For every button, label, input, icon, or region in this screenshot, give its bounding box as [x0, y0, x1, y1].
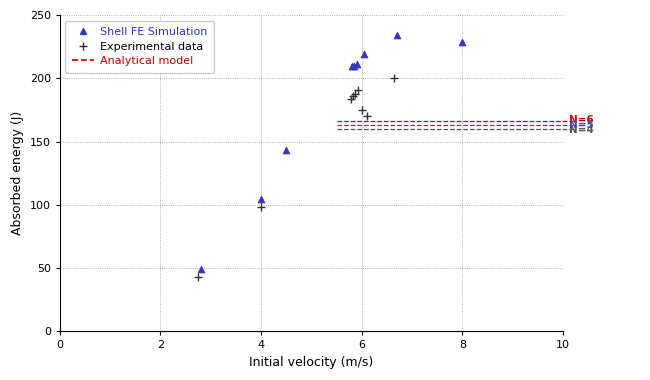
- Point: [352, 62, 362, 68]
- Point: [356, 107, 367, 113]
- Legend: Shell FE Simulation, Experimental data, Analytical model: Shell FE Simulation, Experimental data, …: [66, 21, 214, 73]
- Point: [346, 63, 357, 69]
- Point: [389, 75, 400, 81]
- Point: [350, 90, 360, 97]
- Text: N=6: N=6: [569, 115, 593, 125]
- Point: [193, 274, 203, 280]
- Point: [281, 147, 291, 154]
- Y-axis label: Absorbed energy (J): Absorbed energy (J): [11, 111, 24, 235]
- Point: [256, 204, 266, 211]
- Text: N=4: N=4: [569, 125, 593, 135]
- Point: [196, 266, 206, 272]
- Point: [359, 51, 369, 57]
- Point: [256, 195, 266, 201]
- Point: [457, 39, 467, 45]
- Point: [392, 32, 402, 38]
- Point: [349, 63, 359, 69]
- Text: N=5: N=5: [569, 120, 593, 130]
- Point: [348, 93, 358, 99]
- Point: [345, 95, 356, 101]
- Point: [361, 113, 372, 119]
- X-axis label: Initial velocity (m/s): Initial velocity (m/s): [249, 356, 374, 369]
- Point: [353, 87, 363, 93]
